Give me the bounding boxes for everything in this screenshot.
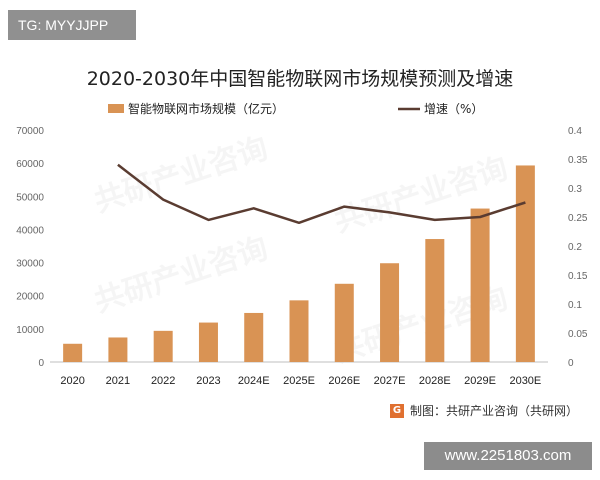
x-tick-label: 2028E bbox=[419, 375, 451, 387]
y-left-tick-label: 60000 bbox=[16, 159, 44, 170]
x-tick-label: 2026E bbox=[328, 375, 360, 387]
bar bbox=[425, 239, 445, 362]
y-right-tick-label: 0.4 bbox=[568, 126, 582, 137]
x-tick-label: 2023 bbox=[196, 375, 220, 387]
chart-title: 2020-2030年中国智能物联网市场规模预测及增速 bbox=[86, 68, 514, 90]
legend-line-label: 增速（%） bbox=[424, 102, 483, 116]
y-right-tick-label: 0 bbox=[568, 358, 574, 369]
bar bbox=[334, 283, 354, 362]
y-right-tick-label: 0.15 bbox=[568, 271, 588, 282]
y-left-tick-label: 10000 bbox=[16, 325, 44, 336]
bar bbox=[289, 300, 309, 362]
bar bbox=[380, 263, 400, 362]
bar bbox=[63, 343, 83, 362]
x-tick-label: 2029E bbox=[464, 375, 496, 387]
y-right-tick-label: 0.05 bbox=[568, 329, 588, 340]
y-left-tick-label: 30000 bbox=[16, 259, 44, 270]
source-note: G 制图：共研产业咨询（共研网） bbox=[390, 402, 578, 419]
bar bbox=[470, 208, 490, 362]
bar bbox=[515, 165, 535, 362]
source-logo-icon: G bbox=[390, 403, 404, 418]
x-tick-label: 2027E bbox=[374, 375, 406, 387]
x-tick-label: 2022 bbox=[151, 375, 175, 387]
x-tick-label: 2020 bbox=[60, 375, 84, 387]
bar bbox=[198, 322, 218, 362]
x-tick-label: 2025E bbox=[283, 375, 315, 387]
legend-bar-label: 智能物联网市场规模（亿元） bbox=[128, 101, 284, 116]
x-tick-label: 2024E bbox=[238, 375, 270, 387]
y-left-tick-label: 40000 bbox=[16, 225, 44, 236]
source-text: 制图：共研产业咨询（共研网） bbox=[410, 404, 579, 418]
bar bbox=[244, 312, 264, 362]
y-right-tick-label: 0.35 bbox=[568, 155, 588, 166]
legend-bar-swatch bbox=[108, 104, 124, 113]
tg-watermark-label: TG: MYYJJPP bbox=[8, 10, 136, 40]
y-left-tick-label: 0 bbox=[38, 358, 44, 369]
x-tick-label: 2030E bbox=[509, 375, 541, 387]
url-watermark-label: www.2251803.com bbox=[424, 442, 592, 470]
y-right-tick-label: 0.3 bbox=[568, 184, 582, 195]
y-right-tick-label: 0.2 bbox=[568, 242, 582, 253]
growth-line bbox=[117, 163, 526, 225]
y-left-tick-label: 70000 bbox=[16, 126, 44, 137]
y-left-tick-label: 50000 bbox=[16, 192, 44, 203]
x-tick-label: 2021 bbox=[106, 375, 130, 387]
y-left-tick-label: 20000 bbox=[16, 292, 44, 303]
bar bbox=[108, 337, 128, 362]
bar bbox=[153, 330, 173, 362]
y-right-tick-label: 0.25 bbox=[568, 213, 588, 224]
y-right-tick-label: 0.1 bbox=[568, 300, 582, 311]
